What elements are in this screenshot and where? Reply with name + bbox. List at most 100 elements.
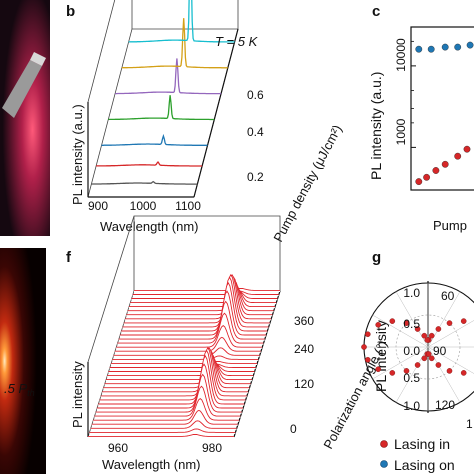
panel-c-ticks	[411, 40, 416, 148]
panel-f-trace-160	[108, 363, 255, 372]
panel-c-point-s2-2	[423, 173, 430, 181]
panel-b-zlabel: Pump density (μJ/cm²)	[270, 122, 344, 244]
panel-f-trace-110	[102, 347, 249, 393]
panel-f-trace-0	[88, 433, 234, 437]
panel-f-trace-300	[126, 276, 273, 316]
panel-g-point-180	[361, 344, 367, 350]
panel-f-trace-fill-360	[134, 288, 280, 292]
panel-g-angle-90: 90	[433, 344, 447, 358]
panel-b-spectrum-2	[96, 160, 203, 167]
panel-f-trace-fill-140	[105, 358, 252, 382]
panel-f-xlabel: Wavelength (nm)	[102, 457, 201, 472]
panel-f-xtick-1: 960	[108, 441, 128, 455]
panel-c-points	[415, 41, 474, 186]
panel-g-point-156	[375, 321, 382, 328]
panel-f-trace-140	[105, 357, 252, 381]
legend-marker-red	[380, 440, 388, 448]
panel-g-point-252	[421, 355, 428, 362]
panel-f-ztick-240: 240	[294, 342, 314, 356]
nanowire-shape	[2, 60, 42, 118]
panel-f-trace-80	[98, 354, 245, 405]
panel-f-trace-240	[118, 300, 265, 340]
panel-c-ytick-1000: 1000	[394, 118, 408, 145]
panel-b-z-axis	[193, 28, 239, 198]
panel-b-spectra	[91, 0, 235, 185]
panel-g-angle-60: 60	[441, 289, 455, 303]
panel-f-trace-150	[107, 361, 254, 377]
panel-f-trace-210	[114, 336, 261, 352]
panel-g-ylabel: PL intensity	[373, 320, 389, 392]
panel-b-ylabel: PL intensity (a.u.)	[70, 104, 85, 205]
panel-f-trace-90	[99, 349, 246, 401]
panel-f-trace-200	[113, 347, 260, 356]
panel-f-trace-100	[100, 346, 247, 397]
panel-g-point-72	[428, 332, 435, 339]
panel-g-point-300	[435, 362, 442, 368]
panel-c-point-s2-4	[441, 160, 449, 168]
panel-g-point-240	[414, 362, 421, 368]
panel-g-angle-120: 120	[435, 398, 455, 412]
panel-f-trace-170	[109, 363, 256, 368]
panel-f-trace-fill-210	[114, 337, 261, 353]
panel-f-ztick-0: 0	[290, 422, 297, 436]
panel-g-point-36	[460, 318, 467, 324]
panel-f-trace-270	[122, 276, 269, 328]
panel-f-trace-190	[112, 355, 259, 360]
panel-g-spoke-150	[372, 314, 429, 348]
panel-g-point-168	[364, 331, 371, 338]
left-image-bottom: .5 Pth	[0, 248, 46, 474]
panel-c-point-s2-1	[415, 178, 423, 186]
panel-f-trace-fill-200	[113, 347, 260, 357]
panel-f-trace-310	[127, 280, 274, 312]
legend-marker-blue	[380, 460, 388, 468]
panel-c-ytick-10000: 10000	[394, 38, 408, 72]
panel-c-xlabel: Pump	[433, 218, 467, 233]
panel-g-point-216	[389, 370, 396, 376]
panel-g-point-108	[421, 332, 428, 339]
panel-f-trace-230	[117, 312, 264, 344]
left-image-top	[0, 0, 50, 236]
panel-b-spectrum-6	[121, 18, 228, 69]
panel-f-xtick-2: 980	[202, 441, 222, 455]
panel-b-ztick-2: 0.4	[247, 125, 264, 139]
panel-b-spectrum-1	[91, 180, 198, 185]
panel-b-xtick-1: 900	[88, 199, 108, 213]
panel-g-point-132	[403, 320, 410, 326]
panel-g-point-48	[446, 320, 453, 326]
panel-f-ztick-120: 120	[294, 377, 314, 391]
panel-f-trace-130	[104, 353, 251, 385]
panel-g-rtick-2: 0.5	[403, 317, 420, 331]
panel-c: c PL intensity (a.u.) 10000 1000 Pump	[368, 3, 474, 233]
panel-g-rtick-5: 1.0	[403, 399, 420, 413]
panel-c-point-s2-5	[454, 152, 462, 160]
panel-f-trace-60	[95, 373, 242, 413]
panel-g-point-276	[425, 351, 432, 357]
panel-g-spoke-210	[372, 346, 429, 380]
panel-c-point-s1-3	[441, 43, 449, 51]
panel-g-rtick-4: 0.5	[403, 371, 420, 385]
legend-label-2: Lasing on	[394, 457, 455, 473]
panel-f-trace-20	[90, 420, 237, 429]
panel-g-point-204	[375, 366, 382, 373]
panel-f-trace-350	[132, 290, 279, 295]
panel-c-letter: c	[372, 3, 380, 20]
panel-g-point-228	[403, 368, 410, 374]
panel-f-trace-360	[134, 287, 280, 291]
panel-b-xtick-2: 1000	[130, 199, 157, 213]
panel-b-spectrum-5	[115, 58, 222, 95]
panel-b-3d-frame	[87, 0, 239, 198]
panel-b: b T = 5 K PL intensity (a.u.) Wavelength…	[66, 0, 345, 244]
panel-f-trace-180	[111, 360, 257, 364]
panel-g-point-96	[424, 337, 431, 343]
panel-f-trace-320	[128, 284, 275, 308]
panel-f-trace-120	[103, 349, 250, 389]
panel-g-point-120	[414, 326, 421, 332]
panel-g-polar-plot	[361, 282, 474, 412]
panel-f-trace-fill-20	[90, 420, 237, 430]
panel-b-ztick-3: 0.6	[247, 88, 264, 102]
panel-g-point-60	[435, 326, 442, 332]
panel-b-spectrum-3	[101, 133, 208, 146]
panel-f-trace-290	[125, 274, 272, 320]
panel-g-point-324	[460, 370, 467, 376]
panel-b-spectrum-7	[128, 0, 235, 43]
